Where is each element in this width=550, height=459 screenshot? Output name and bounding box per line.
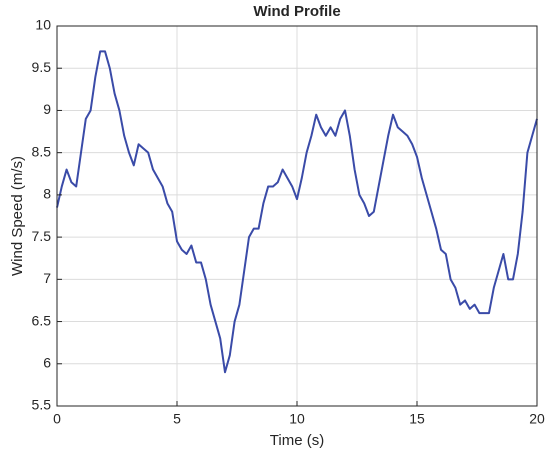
y-tick-label: 7.5 <box>32 228 52 244</box>
plot <box>56 50 538 374</box>
x-axis-label: Time (s) <box>270 432 324 449</box>
x-tick-label: 0 <box>53 411 61 427</box>
y-tick-label: 8.5 <box>32 143 52 159</box>
y-tick-label: 9.5 <box>32 59 52 75</box>
y-tick-label: 7 <box>43 270 51 286</box>
y-tick-label: 5.5 <box>32 397 52 413</box>
data-line <box>56 50 538 374</box>
y-axis-label: Wind Speed (m/s) <box>9 156 26 276</box>
x-tick-label: 15 <box>409 411 425 427</box>
y-tick-label: 10 <box>35 17 51 33</box>
x-tick-label: 5 <box>173 411 181 427</box>
chart-title: Wind Profile <box>253 3 340 20</box>
x-tick-label: 20 <box>529 411 545 427</box>
y-tick-label: 6 <box>43 354 51 370</box>
y-tick-label: 8 <box>43 186 51 202</box>
y-tick-label: 6.5 <box>32 312 52 328</box>
y-tick-label: 9 <box>43 101 51 117</box>
x-tick-label: 10 <box>289 411 305 427</box>
